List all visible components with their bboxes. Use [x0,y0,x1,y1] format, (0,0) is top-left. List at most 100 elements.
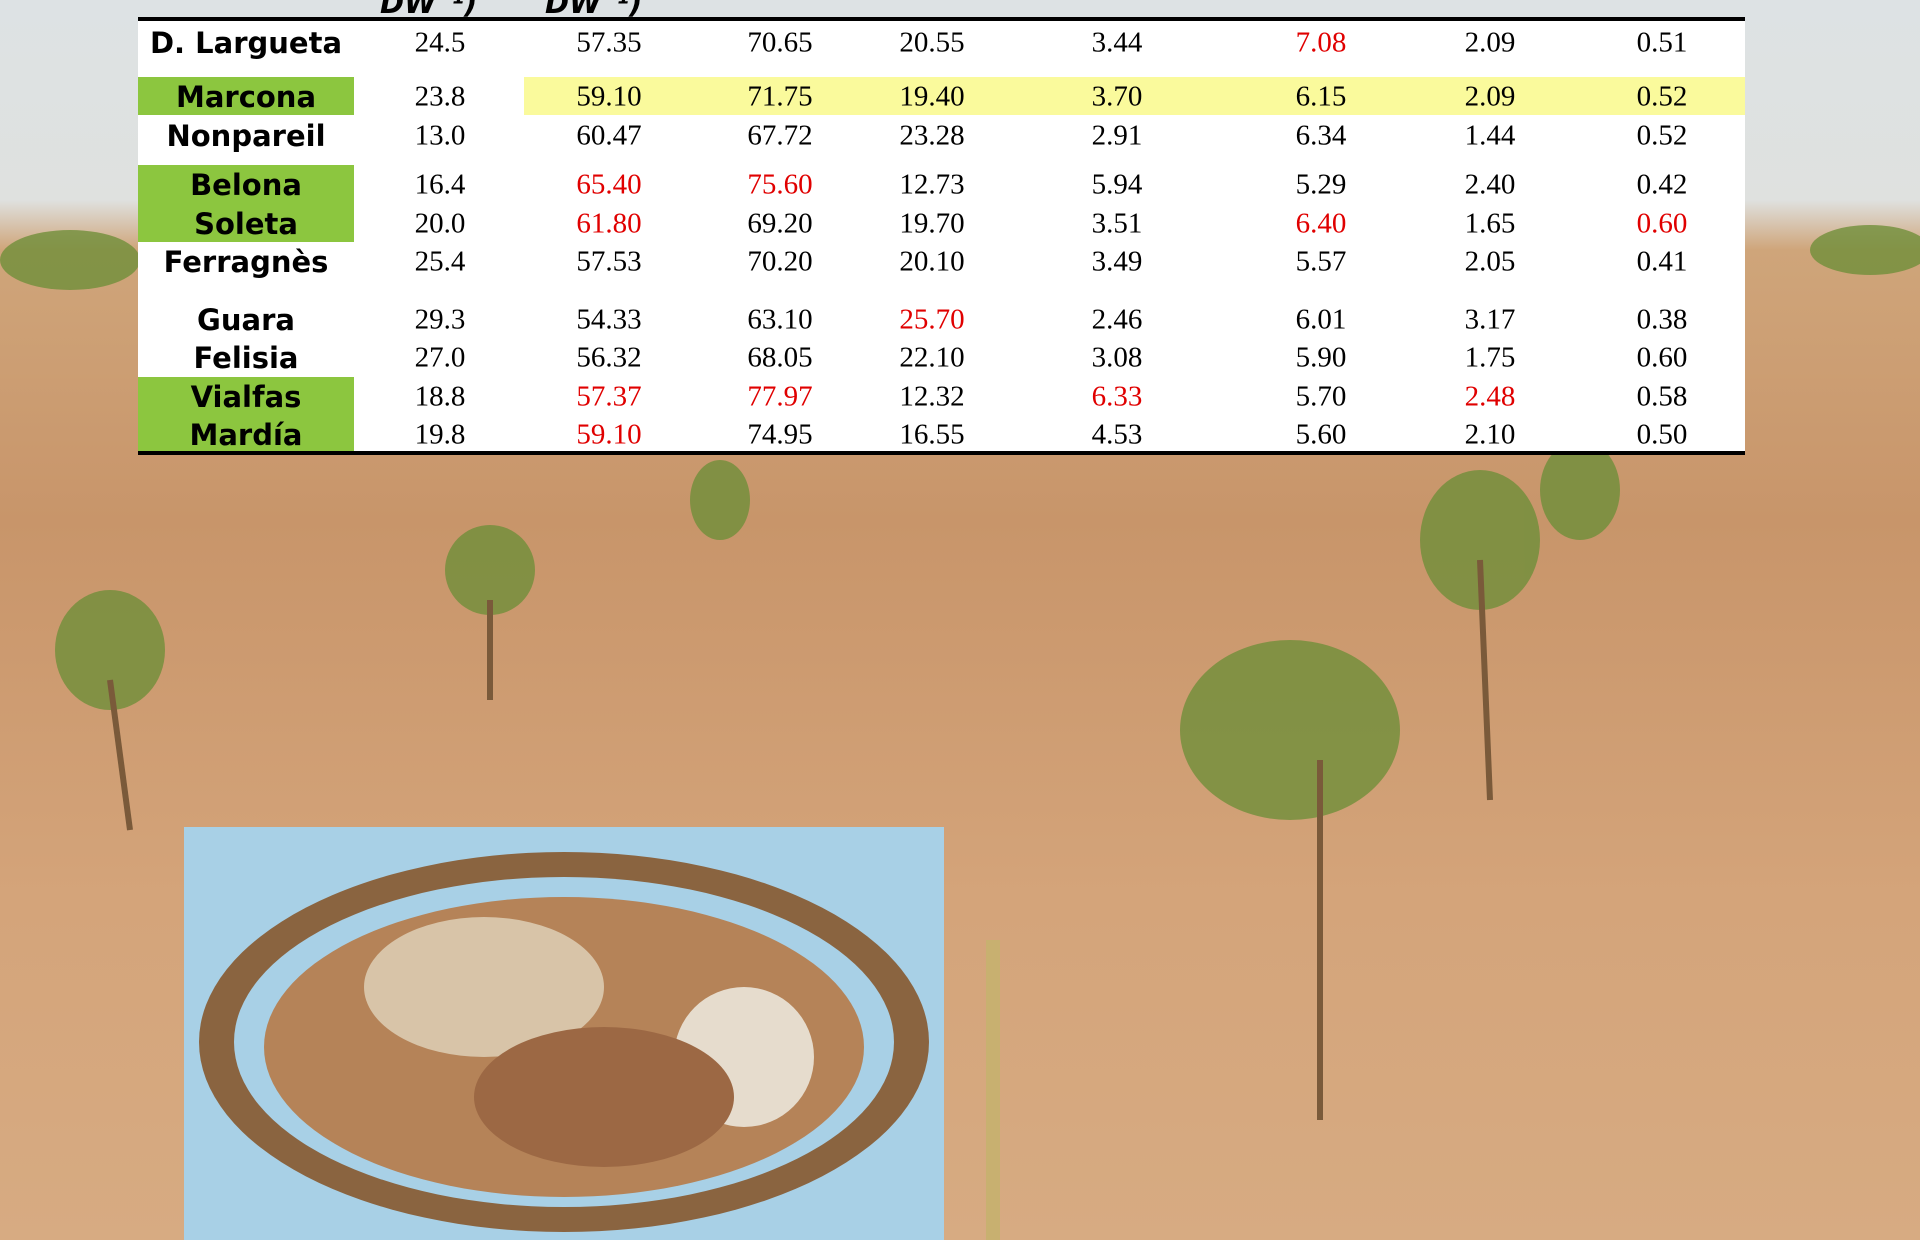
table-cell: 0.42 [1636,168,1688,201]
table-cell: 5.60 [1295,418,1347,451]
table-cell: 7.08 [1295,26,1347,59]
table-rule [138,451,1745,455]
table-cell: 2.91 [1091,119,1143,152]
table-cell: 6.01 [1295,303,1347,336]
variety-name: Felisia [193,341,299,375]
table-cell: 19.40 [899,80,965,113]
table-cell: 5.94 [1091,168,1143,201]
table-cell: 13.0 [414,119,466,152]
table-cell: 23.8 [414,80,466,113]
table-cell: 69.20 [747,207,813,240]
table-cell: 24.5 [414,26,466,59]
table-cell: 59.10 [576,80,642,113]
table-cell: 25.4 [414,245,466,278]
table-cell: 3.44 [1091,26,1143,59]
table-cell: 68.05 [747,341,813,374]
column-header: DW⁻¹) [380,0,478,20]
variety-name: D. Largueta [149,26,343,60]
column-header: DW⁻¹) [545,0,643,20]
table-cell: 60.47 [576,119,642,152]
table-cell: 12.73 [899,168,965,201]
table-cell: 6.15 [1295,80,1347,113]
table-cell: 57.35 [576,26,642,59]
table-cell: 71.75 [747,80,813,113]
table-cell: 5.70 [1295,380,1347,413]
table-cell: 5.57 [1295,245,1347,278]
table-cell: 2.10 [1464,418,1516,451]
table-cell: 57.37 [576,380,642,413]
table-cell: 70.65 [747,26,813,59]
table-cell: 3.70 [1091,80,1143,113]
table-cell: 56.32 [576,341,642,374]
table-cell: 0.51 [1636,26,1688,59]
table-cell: 1.44 [1464,119,1516,152]
table-cell: 18.8 [414,380,466,413]
table-cell: 20.10 [899,245,965,278]
row-highlight [524,77,1745,115]
table-cell: 27.0 [414,341,466,374]
table-cell: 23.28 [899,119,965,152]
table-cell: 3.08 [1091,341,1143,374]
table-cell: 2.48 [1464,380,1516,413]
table-cell: 65.40 [576,168,642,201]
table-cell: 0.52 [1636,80,1688,113]
table-cell: 5.29 [1295,168,1347,201]
table-cell: 70.20 [747,245,813,278]
variety-name: Ferragnès [163,245,329,279]
table-cell: 0.58 [1636,380,1688,413]
table-cell: 61.80 [576,207,642,240]
table-cell: 20.0 [414,207,466,240]
table-cell: 16.4 [414,168,466,201]
almond-basket-photo [184,827,944,1240]
table-cell: 1.65 [1464,207,1516,240]
table-cell: 2.09 [1464,26,1516,59]
variety-name: Guara [197,303,295,337]
table-cell: 0.50 [1636,418,1688,451]
variety-name: Marcona [175,80,317,114]
table-cell: 5.90 [1295,341,1347,374]
name-highlight [138,165,354,242]
table-rule [138,17,1745,21]
table-cell: 0.41 [1636,245,1688,278]
table-cell: 2.46 [1091,303,1143,336]
table-cell: 1.75 [1464,341,1516,374]
table-cell: 16.55 [899,418,965,451]
variety-name: Nonpareil [166,119,326,153]
variety-name: Belona [190,168,302,202]
table-cell: 2.40 [1464,168,1516,201]
table-cell: 2.09 [1464,80,1516,113]
table-cell: 19.70 [899,207,965,240]
table-cell: 54.33 [576,303,642,336]
name-highlight [138,377,354,453]
table-cell: 74.95 [747,418,813,451]
table-cell: 29.3 [414,303,466,336]
table-cell: 77.97 [747,380,813,413]
variety-name: Mardía [189,418,303,452]
table-cell: 0.38 [1636,303,1688,336]
table-cell: 0.60 [1636,207,1688,240]
table-cell: 25.70 [899,303,965,336]
table-cell: 75.60 [747,168,813,201]
table-cell: 3.17 [1464,303,1516,336]
table-cell: 3.49 [1091,245,1143,278]
table-cell: 0.60 [1636,341,1688,374]
table-cell: 20.55 [899,26,965,59]
table-cell: 59.10 [576,418,642,451]
table-cell: 63.10 [747,303,813,336]
table-cell: 12.32 [899,380,965,413]
table-cell: 3.51 [1091,207,1143,240]
table-cell: 0.52 [1636,119,1688,152]
name-highlight [138,77,354,115]
table-cell: 6.40 [1295,207,1347,240]
table-cell: 67.72 [747,119,813,152]
table-cell: 22.10 [899,341,965,374]
table-cell: 19.8 [414,418,466,451]
table-cell: 4.53 [1091,418,1143,451]
variety-name: Soleta [194,207,298,241]
table-cell: 2.05 [1464,245,1516,278]
table-cell: 57.53 [576,245,642,278]
variety-name: Vialfas [190,380,302,414]
table-cell: 6.33 [1091,380,1143,413]
